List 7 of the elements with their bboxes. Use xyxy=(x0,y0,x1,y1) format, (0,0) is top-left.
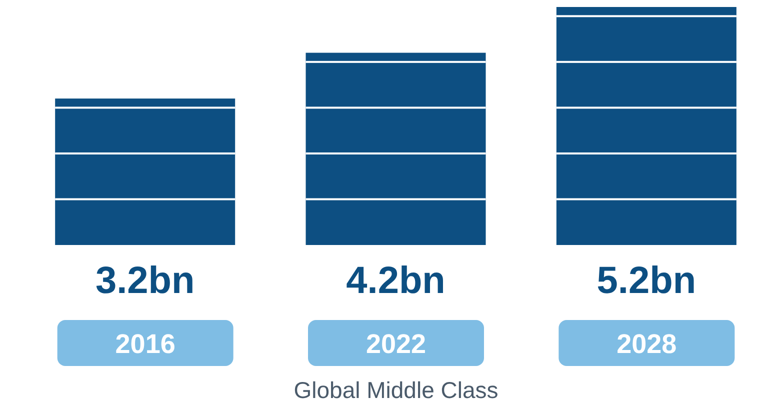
data-label: 3.2bn xyxy=(95,260,195,302)
x-axis-title: Global Middle Class xyxy=(294,377,498,402)
data-label: 5.2bn xyxy=(596,260,696,302)
x-tick-label: 2022 xyxy=(366,329,426,359)
data-label: 4.2bn xyxy=(346,260,446,302)
x-tick-label: 2028 xyxy=(616,329,677,359)
x-tick-label: 2016 xyxy=(115,329,176,359)
